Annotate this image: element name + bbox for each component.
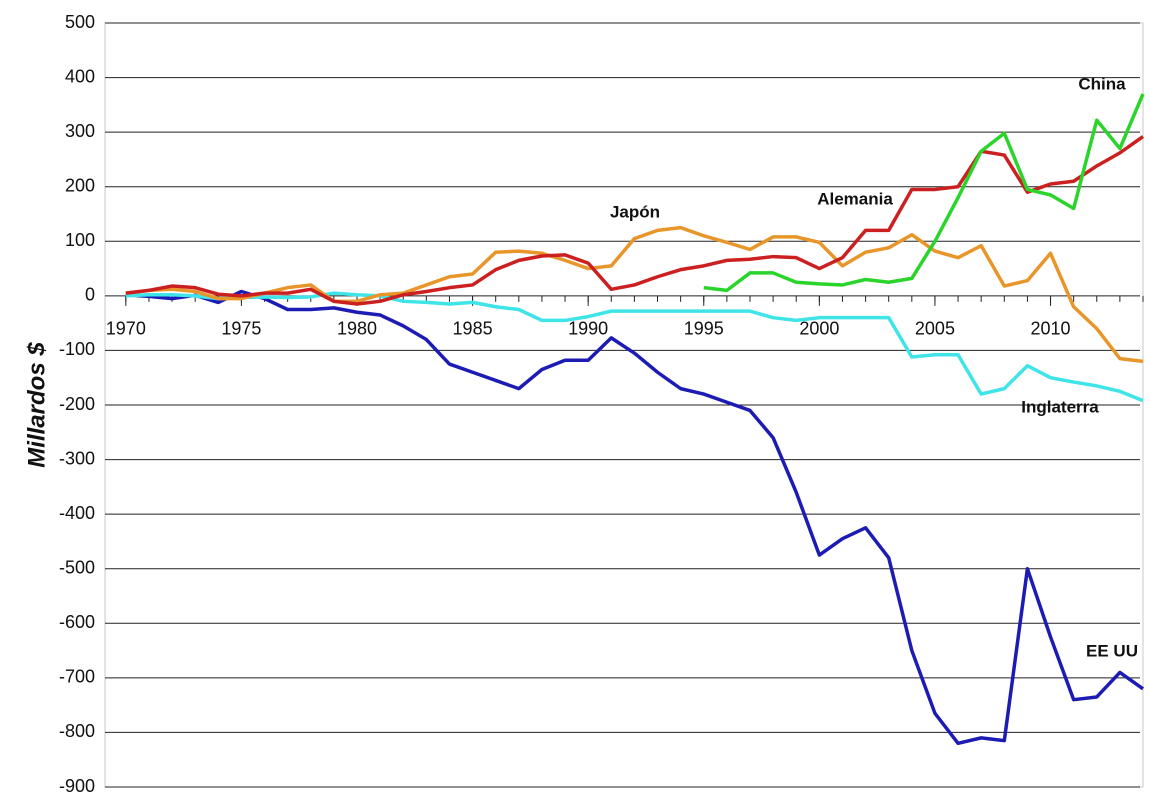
series-label: Japón <box>610 202 660 221</box>
x-tick-label: 2000 <box>799 319 839 339</box>
series-line <box>125 289 1145 746</box>
y-tick-label: -200 <box>59 394 95 414</box>
series-label: Alemania <box>817 189 893 208</box>
y-tick-label: 400 <box>65 66 95 86</box>
x-tick-label: 1985 <box>453 319 493 339</box>
series-label: Inglaterra <box>1021 397 1099 416</box>
y-tick-label: -600 <box>59 612 95 632</box>
x-tick-label: 1980 <box>337 319 377 339</box>
x-tick-label: 1975 <box>221 319 261 339</box>
x-tick-label: 2010 <box>1031 319 1071 339</box>
y-tick-label: 100 <box>65 230 95 250</box>
y-tick-label: -400 <box>59 503 95 523</box>
series-line <box>703 93 1145 293</box>
y-tick-label: 300 <box>65 121 95 141</box>
series-label: China <box>1078 74 1126 93</box>
y-tick-label: -800 <box>59 721 95 741</box>
y-tick-label: -700 <box>59 667 95 687</box>
y-tick-label: -100 <box>59 339 95 359</box>
y-tick-label: 500 <box>65 12 95 32</box>
series-label: EE UU <box>1086 641 1138 660</box>
x-tick-label: 1990 <box>568 319 608 339</box>
y-axis-label: Millardos $ <box>23 342 50 468</box>
y-tick-label: -300 <box>59 448 95 468</box>
x-tick-label: 1970 <box>106 319 146 339</box>
y-tick-label: -500 <box>59 557 95 577</box>
x-tick-label: 2005 <box>915 319 955 339</box>
x-tick-label: 1995 <box>684 319 724 339</box>
series-line <box>125 291 1144 403</box>
y-tick-label: 0 <box>85 285 95 305</box>
series-line <box>125 225 1144 364</box>
y-tick-label: 200 <box>65 175 95 195</box>
y-tick-label: -900 <box>59 776 95 796</box>
